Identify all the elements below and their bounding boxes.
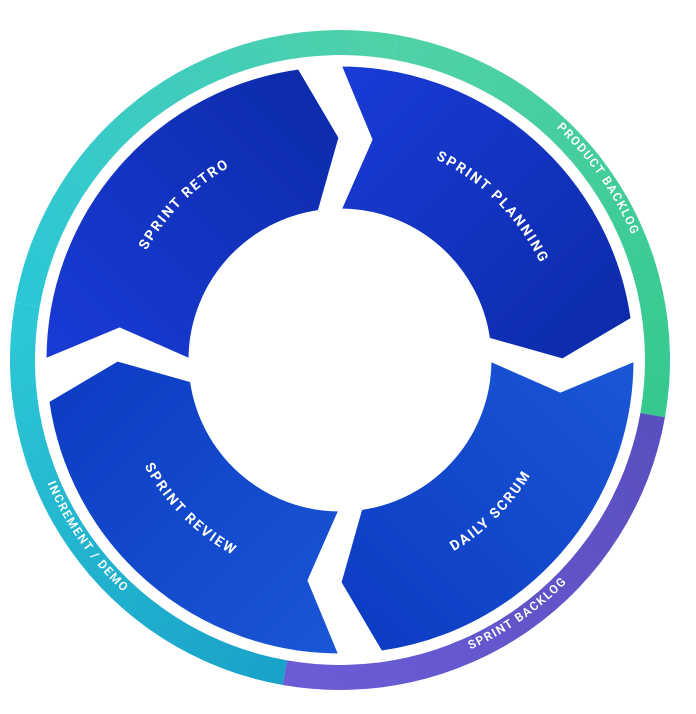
sprint-cycle-diagram: SPRINT CYCLESPRINT CYCLEPRODUCT BACKLOGS… — [0, 0, 696, 714]
center-circle — [196, 216, 484, 504]
